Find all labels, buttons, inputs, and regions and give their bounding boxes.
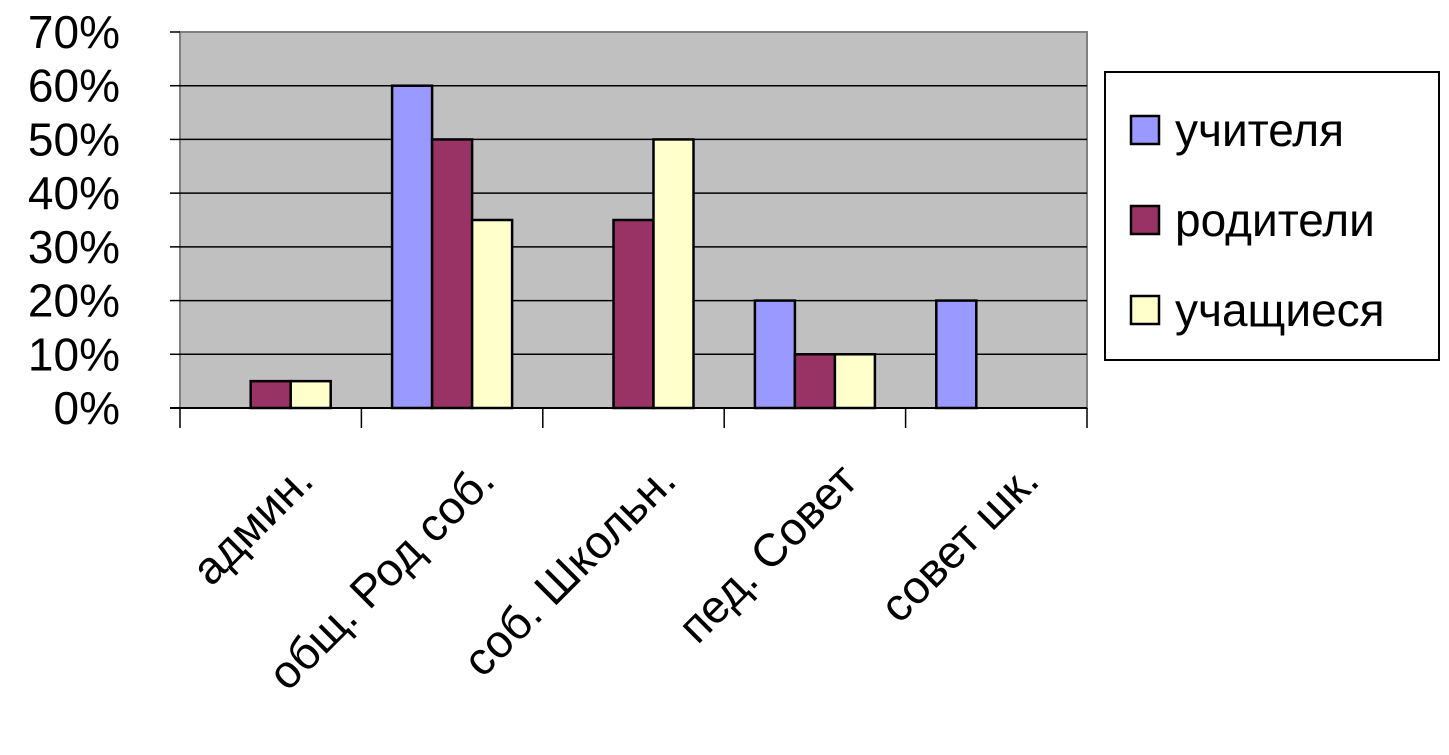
legend-box — [1104, 71, 1440, 361]
y-tick-label: 20% — [28, 275, 120, 327]
bar-2 — [430, 138, 474, 410]
bar-3 — [470, 218, 514, 410]
y-tick-label: 10% — [28, 328, 120, 380]
bar-2 — [612, 218, 655, 410]
y-tick-label: 0% — [54, 382, 120, 434]
y-tick-label: 50% — [28, 113, 120, 165]
legend: учителя родители учащиеся — [1104, 71, 1440, 361]
bar-3 — [833, 353, 877, 410]
legend-swatch — [1129, 204, 1161, 236]
bars — [249, 84, 978, 410]
bar-2 — [793, 353, 837, 410]
legend-label: учащиеся — [1175, 284, 1385, 336]
y-tick-label: 70% — [28, 6, 120, 58]
y-tick-label: 30% — [28, 221, 120, 273]
x-tick-label: админ. — [181, 453, 322, 594]
x-tick-label: пед. Совет — [668, 453, 867, 652]
x-axis: админ.общ. Род соб.соб. Школьн.пед. Сове… — [170, 407, 1088, 700]
y-tick-label: 40% — [28, 167, 120, 219]
bar-3 — [289, 379, 332, 410]
legend-swatch — [1129, 114, 1161, 146]
bar-1 — [935, 299, 978, 410]
x-tick-label: совет шк. — [870, 453, 1049, 632]
bar-1 — [753, 299, 797, 410]
y-axis: 0%10%20%30%40%50%60%70% — [28, 6, 180, 434]
legend-label: учителя — [1175, 104, 1344, 156]
bar-1 — [390, 84, 434, 410]
legend-swatch — [1129, 294, 1161, 326]
bar-3 — [652, 138, 695, 410]
bar-2 — [249, 379, 292, 410]
legend-label: родители — [1175, 194, 1375, 246]
y-tick-label: 60% — [28, 60, 120, 112]
